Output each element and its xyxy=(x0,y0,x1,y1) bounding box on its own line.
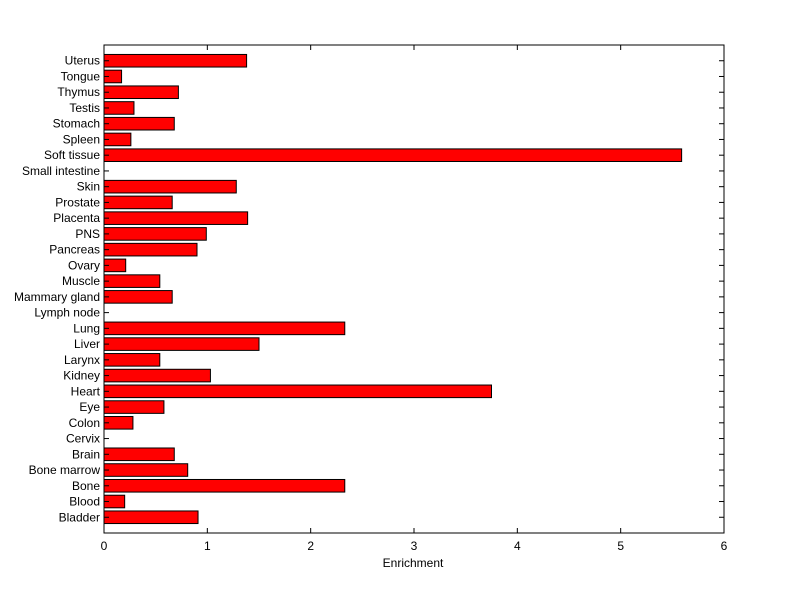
y-tick-label-lymph-node: Lymph node xyxy=(34,306,100,320)
bar-pancreas xyxy=(103,242,198,257)
x-tick-label: 6 xyxy=(721,539,728,553)
y-tick-label-pns: PNS xyxy=(75,227,100,241)
y-tick-label-skin: Skin xyxy=(77,180,100,194)
bar-pns xyxy=(103,227,207,241)
x-tick-label: 3 xyxy=(411,539,418,553)
bar-lung xyxy=(103,321,346,336)
y-tick-label-placenta: Placenta xyxy=(53,211,100,225)
bar-bone-marrow xyxy=(103,463,189,477)
x-axis-label: Enrichment xyxy=(383,556,444,570)
y-tick-label-lung: Lung xyxy=(73,321,100,335)
y-tick-label-testis: Testis xyxy=(69,101,100,115)
x-tick-label: 1 xyxy=(204,539,211,553)
y-tick-label-larynx: Larynx xyxy=(64,353,100,367)
y-tick-label-small-intestine: Small intestine xyxy=(22,164,100,178)
x-axis-ticks: 0 1 2 3 4 5 6 xyxy=(101,45,728,553)
bar-soft-tissue xyxy=(103,148,683,162)
bar-larynx xyxy=(103,353,161,367)
x-tick-label: 5 xyxy=(617,539,624,553)
y-tick-label-eye: Eye xyxy=(79,400,100,414)
y-tick-label-tongue: Tongue xyxy=(61,69,101,83)
y-tick-label-stomach: Stomach xyxy=(53,117,100,131)
bar-uterus xyxy=(103,53,248,68)
y-tick-label-prostate: Prostate xyxy=(55,195,100,209)
bar-stomach xyxy=(103,116,175,131)
bar-eye xyxy=(103,400,165,414)
y-tick-label-brain: Brain xyxy=(72,447,100,461)
bar-mammary-gland xyxy=(103,290,173,304)
bar-prostate xyxy=(103,195,173,210)
bar-placenta xyxy=(103,211,249,225)
bar-bladder xyxy=(103,510,199,525)
y-tick-label-uterus: Uterus xyxy=(65,54,100,68)
bar-bone xyxy=(103,478,346,493)
y-tick-label-liver: Liver xyxy=(74,337,100,351)
y-tick-label-ovary: Ovary xyxy=(68,258,100,272)
y-tick-label-pancreas: Pancreas xyxy=(49,243,100,257)
y-tick-label-spleen: Spleen xyxy=(63,132,100,146)
plot-area xyxy=(104,45,724,533)
y-tick-label-bladder: Bladder xyxy=(59,510,100,524)
y-tick-label-blood: Blood xyxy=(69,495,100,509)
plot-frame xyxy=(103,44,725,534)
y-tick-label-colon: Colon xyxy=(69,416,100,430)
y-tick-label-bone-marrow: Bone marrow xyxy=(29,463,101,477)
bar-muscle xyxy=(103,274,161,288)
y-tick-label-muscle: Muscle xyxy=(62,274,100,288)
y-tick-label-thymus: Thymus xyxy=(57,85,100,99)
x-tick-label: 0 xyxy=(101,539,108,553)
y-tick-label-mammary-gland: Mammary gland xyxy=(14,290,100,304)
y-tick-label-kidney: Kidney xyxy=(63,369,100,383)
bar-heart xyxy=(103,384,492,399)
x-tick-label: 2 xyxy=(307,539,314,553)
x-tick-label: 4 xyxy=(514,539,521,553)
y-tick-label-bone: Bone xyxy=(72,479,100,493)
bar-kidney xyxy=(103,368,211,383)
bar-brain xyxy=(103,447,175,462)
y-tick-label-heart: Heart xyxy=(71,384,101,398)
bar-liver xyxy=(103,337,260,351)
bar-thymus xyxy=(103,85,179,100)
y-tick-label-cervix: Cervix xyxy=(66,432,100,446)
bar-skin xyxy=(103,179,237,194)
y-tick-label-soft-tissue: Soft tissue xyxy=(44,148,100,162)
